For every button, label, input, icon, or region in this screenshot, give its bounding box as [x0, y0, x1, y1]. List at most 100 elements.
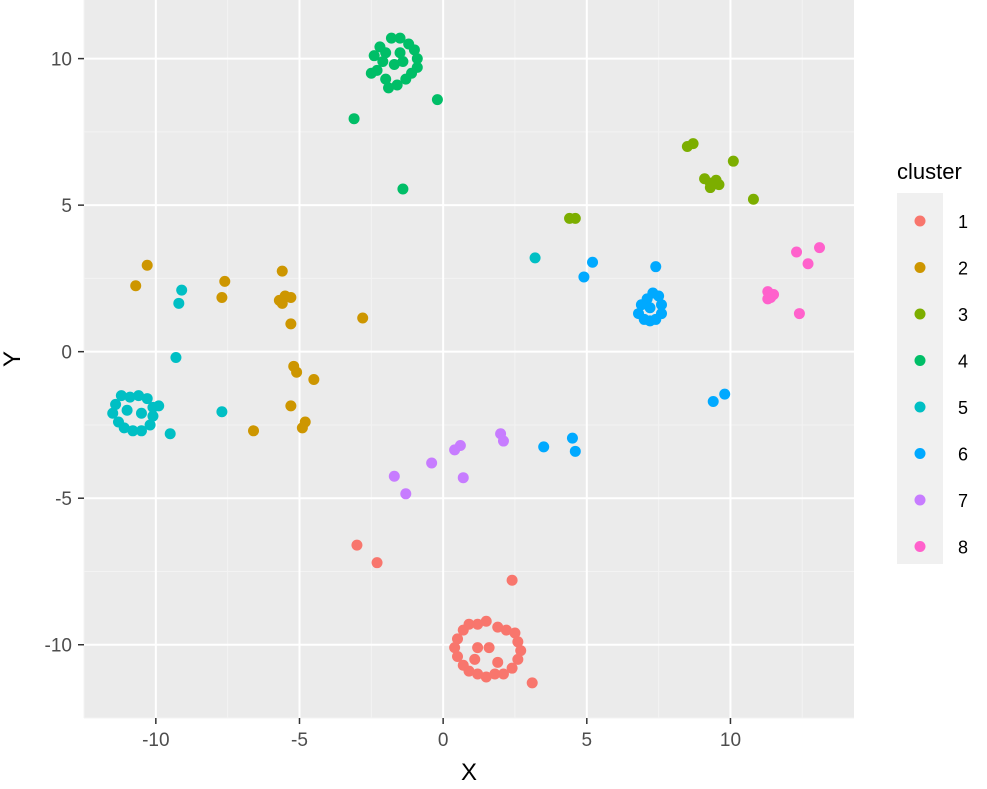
point-cluster-5 [121, 404, 133, 416]
point-cluster-7 [454, 439, 466, 451]
point-cluster-5 [176, 284, 188, 296]
y-tick-label: 10 [51, 50, 72, 71]
point-cluster-4 [411, 53, 423, 65]
point-cluster-8 [802, 258, 814, 270]
legend-title: cluster [897, 159, 962, 184]
point-cluster-4 [348, 113, 360, 125]
point-cluster-3 [747, 193, 759, 205]
point-cluster-3 [687, 138, 699, 150]
point-cluster-2 [291, 366, 303, 378]
point-cluster-6 [707, 395, 719, 407]
point-cluster-4 [397, 183, 409, 195]
legend-key-8 [914, 541, 926, 552]
point-cluster-1 [492, 656, 504, 668]
point-cluster-4 [368, 50, 380, 62]
x-tick-label: -10 [142, 730, 169, 751]
x-tick-label: 5 [582, 730, 593, 751]
point-cluster-1 [506, 574, 518, 586]
point-cluster-4 [397, 56, 409, 68]
point-cluster-5 [110, 398, 122, 410]
point-cluster-5 [133, 390, 145, 402]
y-axis: 10 5 0 -5 -10 [45, 50, 84, 657]
point-cluster-1 [515, 645, 527, 657]
point-cluster-5 [147, 410, 159, 422]
legend-key-1 [914, 215, 926, 227]
point-cluster-1 [472, 642, 484, 654]
point-cluster-1 [463, 618, 475, 630]
point-cluster-5 [164, 428, 176, 440]
point-cluster-2 [276, 265, 288, 277]
point-cluster-4 [380, 73, 392, 85]
point-cluster-6 [538, 441, 550, 453]
point-cluster-1 [480, 615, 492, 627]
legend-key-3 [914, 308, 926, 320]
x-tick-label: 10 [720, 730, 741, 751]
point-cluster-6 [566, 432, 578, 444]
x-tick-label: -5 [291, 730, 308, 751]
minor-gridlines [83, 0, 854, 719]
point-cluster-8 [762, 293, 774, 305]
legend: cluster 1 2 3 4 5 6 7 8 [897, 159, 968, 564]
point-cluster-2 [130, 280, 142, 292]
point-cluster-1 [506, 662, 518, 674]
point-cluster-4 [383, 82, 395, 94]
plot-panel [84, 0, 854, 718]
point-cluster-5 [107, 407, 119, 419]
point-cluster-4 [365, 67, 377, 79]
legend-label-3: 3 [958, 305, 968, 325]
legend-label-4: 4 [958, 352, 968, 372]
point-cluster-3 [704, 182, 716, 194]
point-cluster-6 [638, 313, 650, 325]
point-cluster-1 [452, 633, 464, 645]
legend-label-1: 1 [958, 212, 968, 232]
major-gridlines [84, 0, 854, 718]
point-cluster-5 [141, 393, 153, 405]
point-cluster-2 [308, 374, 320, 386]
point-cluster-3 [727, 155, 739, 167]
point-cluster-6 [644, 302, 656, 314]
point-cluster-4 [411, 61, 423, 73]
point-cluster-4 [403, 38, 415, 50]
point-cluster-1 [512, 653, 524, 665]
legend-label-7: 7 [958, 491, 968, 511]
point-cluster-5 [124, 391, 136, 403]
point-cluster-3 [713, 179, 725, 191]
point-cluster-1 [449, 642, 461, 654]
point-cluster-1 [492, 621, 504, 633]
point-cluster-5 [144, 419, 156, 431]
point-cluster-1 [512, 636, 524, 648]
point-cluster-4 [394, 32, 406, 44]
data-points [107, 32, 826, 689]
legend-items: 1 2 3 4 5 6 7 8 [914, 212, 968, 558]
point-cluster-2 [248, 425, 260, 437]
point-cluster-8 [814, 242, 826, 254]
point-cluster-1 [452, 650, 464, 662]
x-axis-title: X [461, 759, 477, 784]
point-cluster-8 [793, 308, 805, 320]
point-cluster-1 [509, 627, 521, 639]
point-cluster-1 [469, 653, 481, 665]
point-cluster-6 [719, 388, 731, 400]
point-cluster-5 [170, 352, 182, 364]
point-cluster-1 [472, 668, 484, 680]
point-cluster-1 [500, 624, 512, 636]
legend-key-7 [914, 494, 926, 506]
y-tick-label: -5 [55, 489, 72, 510]
point-cluster-5 [127, 425, 139, 437]
point-cluster-1 [483, 642, 495, 654]
point-cluster-6 [587, 256, 599, 268]
legend-label-6: 6 [958, 445, 968, 465]
point-cluster-1 [351, 539, 363, 551]
y-tick-label: 5 [61, 196, 72, 217]
point-cluster-2 [216, 291, 228, 303]
point-cluster-2 [357, 312, 369, 324]
legend-key-5 [914, 401, 926, 413]
point-cluster-2 [141, 259, 153, 271]
point-cluster-1 [472, 618, 484, 630]
point-cluster-2 [285, 318, 297, 330]
point-cluster-4 [377, 56, 389, 68]
legend-label-2: 2 [958, 259, 968, 279]
point-cluster-4 [388, 58, 400, 70]
legend-key-6 [914, 448, 926, 459]
